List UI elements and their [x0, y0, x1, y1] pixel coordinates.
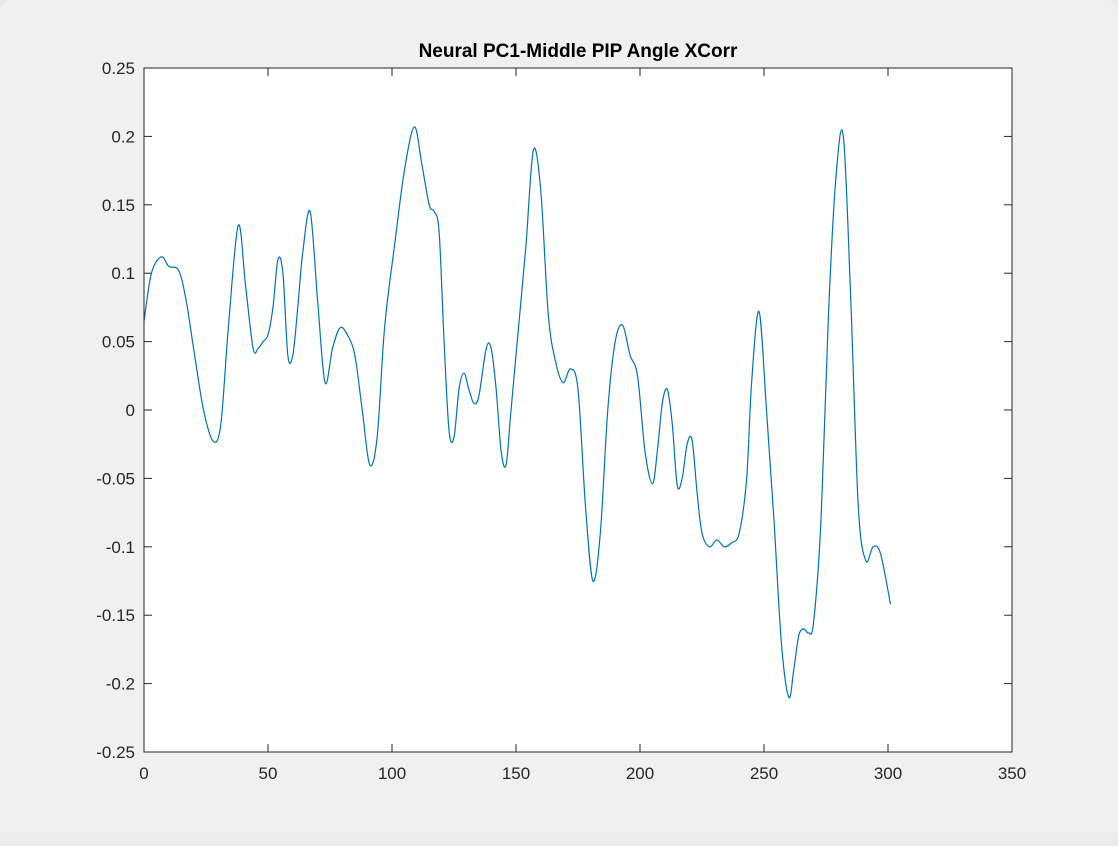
y-tick-label: -0.1 — [106, 538, 135, 557]
x-tick-label: 350 — [998, 764, 1026, 783]
chart-title: Neural PC1-Middle PIP Angle XCorr — [419, 41, 738, 62]
x-tick-label: 300 — [874, 764, 902, 783]
axis-ticks: 0 50 100 150 200 250 300 350 -0.25 -0.2 -0.15 -0.1 -… — [96, 59, 1026, 783]
x-tick-label: 0 — [139, 764, 148, 783]
y-tick-label: -0.05 — [96, 469, 135, 488]
y-tick-label: -0.2 — [106, 675, 135, 694]
y-tick-label: 0 — [126, 401, 135, 420]
y-tick-label: 0.25 — [102, 59, 135, 78]
axes-background — [144, 68, 1012, 752]
series-group — [143, 126, 892, 699]
y-tick-label: 0.15 — [102, 196, 135, 215]
x-tick-label: 50 — [259, 764, 278, 783]
y-tick-label: -0.15 — [96, 606, 135, 625]
series-line — [143, 126, 892, 699]
y-tick-label: -0.25 — [96, 743, 135, 762]
y-tick-label: 0.1 — [111, 264, 135, 283]
x-tick-label: 100 — [378, 764, 406, 783]
y-tick-label: 0.05 — [102, 333, 135, 352]
y-tick-label: 0.2 — [111, 127, 135, 146]
x-tick-label: 200 — [626, 764, 654, 783]
x-tick-label: 250 — [750, 764, 778, 783]
axes-frame — [143, 67, 1013, 753]
x-tick-label: 150 — [502, 764, 530, 783]
window-bottom-strip — [0, 832, 1118, 846]
